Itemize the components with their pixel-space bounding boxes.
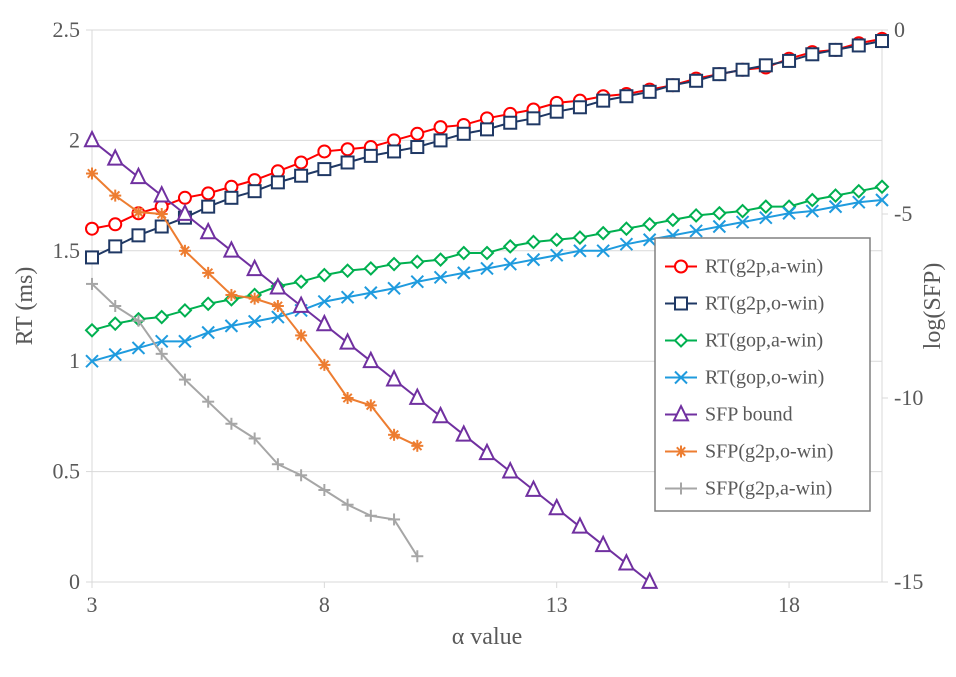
legend-label-rt_gop_awin: RT(gop,a-win): [705, 330, 823, 352]
svg-text:0: 0: [69, 569, 80, 594]
svg-text:2.5: 2.5: [53, 17, 81, 42]
svg-text:2: 2: [69, 127, 80, 152]
y-right-axis-label: log(SFP): [920, 263, 946, 350]
legend-label-rt_g2p_owin: RT(g2p,o-win): [705, 293, 824, 315]
y-left-axis-label: RT (ms): [12, 267, 38, 346]
svg-text:1.5: 1.5: [53, 238, 81, 263]
svg-text:-5: -5: [894, 201, 912, 226]
legend-label-sfp_bound: SFP bound: [705, 404, 793, 426]
legend-label-rt_g2p_awin: RT(g2p,a-win): [705, 256, 823, 278]
svg-text:1: 1: [69, 348, 80, 373]
chart-svg: 3 8 13 18 0 0.5 1 1.5 2 2.5 0 -5 -10 -15 α value RT (ms…: [0, 0, 956, 677]
svg-text:13: 13: [546, 592, 568, 617]
svg-text:0: 0: [894, 17, 905, 42]
legend: RT(g2p,a-win) RT(g2p,o-win) RT(gop,a-win) R…: [655, 238, 870, 511]
svg-text:8: 8: [319, 592, 330, 617]
svg-text:0.5: 0.5: [53, 459, 81, 484]
legend-label-sfp_g2p_awin: SFP(g2p,a-win): [705, 478, 832, 500]
x-axis-label: α value: [452, 624, 523, 650]
chart-container: 3 8 13 18 0 0.5 1 1.5 2 2.5 0 -5 -10 -15 α value RT (ms…: [0, 0, 956, 677]
legend-label-sfp_g2p_owin: SFP(g2p,o-win): [705, 441, 833, 463]
svg-text:3: 3: [87, 592, 98, 617]
svg-text:-15: -15: [894, 569, 923, 594]
svg-text:18: 18: [778, 592, 800, 617]
svg-text:-10: -10: [894, 385, 923, 410]
legend-label-rt_gop_owin: RT(gop,o-win): [705, 367, 824, 389]
